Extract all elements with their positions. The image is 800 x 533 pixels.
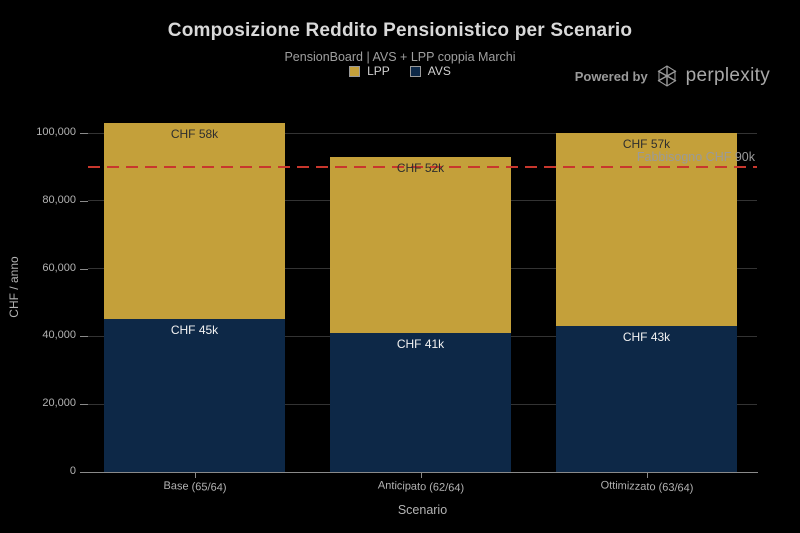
x-tick-label: Anticipato (62/64) xyxy=(377,479,464,495)
chart-subtitle: PensionBoard | AVS + LPP coppia Marchi xyxy=(284,50,516,64)
y-tick-label: 80,000 xyxy=(42,193,76,206)
y-tick-label: 20,000 xyxy=(42,397,76,410)
y-tick-label: 60,000 xyxy=(42,261,76,274)
x-axis-title: Scenario xyxy=(397,503,448,517)
bar-value-label-avs: CHF 41k xyxy=(396,337,445,351)
legend-item-avs: AVS xyxy=(409,64,451,78)
threshold-label: Fabbisogno CHF 90k xyxy=(636,150,755,164)
legend-swatch-lpp xyxy=(349,65,361,77)
bar-segment-avs xyxy=(556,326,737,472)
legend-item-lpp: LPP xyxy=(349,64,390,78)
bar-segment-lpp xyxy=(556,133,737,327)
bar-segment-avs xyxy=(330,333,511,472)
gridline xyxy=(88,132,757,134)
bar-segment-avs xyxy=(104,319,285,472)
y-tick-label: 0 xyxy=(69,465,76,477)
x-axis-line xyxy=(88,472,758,473)
bar-segment-lpp xyxy=(330,156,511,333)
bar-value-label-avs: CHF 45k xyxy=(170,323,219,338)
powered-by-watermark: Powered by perplexity xyxy=(575,64,770,88)
y-tick-label: 100,000 xyxy=(36,126,76,138)
bar-segment-lpp xyxy=(104,122,285,320)
x-tick-label: Base (65/64) xyxy=(162,479,227,495)
x-axis-tick xyxy=(646,473,648,478)
y-axis-tick xyxy=(80,268,88,270)
legend-label: LPP xyxy=(367,64,390,78)
legend-label: AVS xyxy=(427,64,451,78)
page-title: Composizione Reddito Pensionistico per S… xyxy=(167,20,633,41)
perplexity-logo-icon xyxy=(655,64,679,88)
bar-value-label-lpp: CHF 57k xyxy=(622,137,671,151)
bar-value-label-lpp: CHF 52k xyxy=(396,160,445,175)
threshold-line xyxy=(88,165,757,168)
bar-value-label-avs: CHF 43k xyxy=(622,330,671,345)
x-axis-tick xyxy=(194,473,196,478)
x-tick-label: Ottimizzato (63/64) xyxy=(599,479,694,495)
legend-swatch-avs xyxy=(409,65,421,77)
legend: LPP AVS xyxy=(0,64,800,78)
y-tick-label: 40,000 xyxy=(42,329,76,342)
powered-by-text: Powered by xyxy=(574,68,648,84)
y-axis-tick xyxy=(80,404,88,406)
y-axis-tick xyxy=(80,200,88,202)
x-axis-tick xyxy=(420,473,422,478)
y-axis-tick xyxy=(80,472,88,473)
y-axis-tick xyxy=(80,336,88,338)
bar-value-label-lpp: CHF 58k xyxy=(170,126,219,141)
y-axis-tick xyxy=(80,133,88,134)
perplexity-brand-text: perplexity xyxy=(685,65,770,86)
